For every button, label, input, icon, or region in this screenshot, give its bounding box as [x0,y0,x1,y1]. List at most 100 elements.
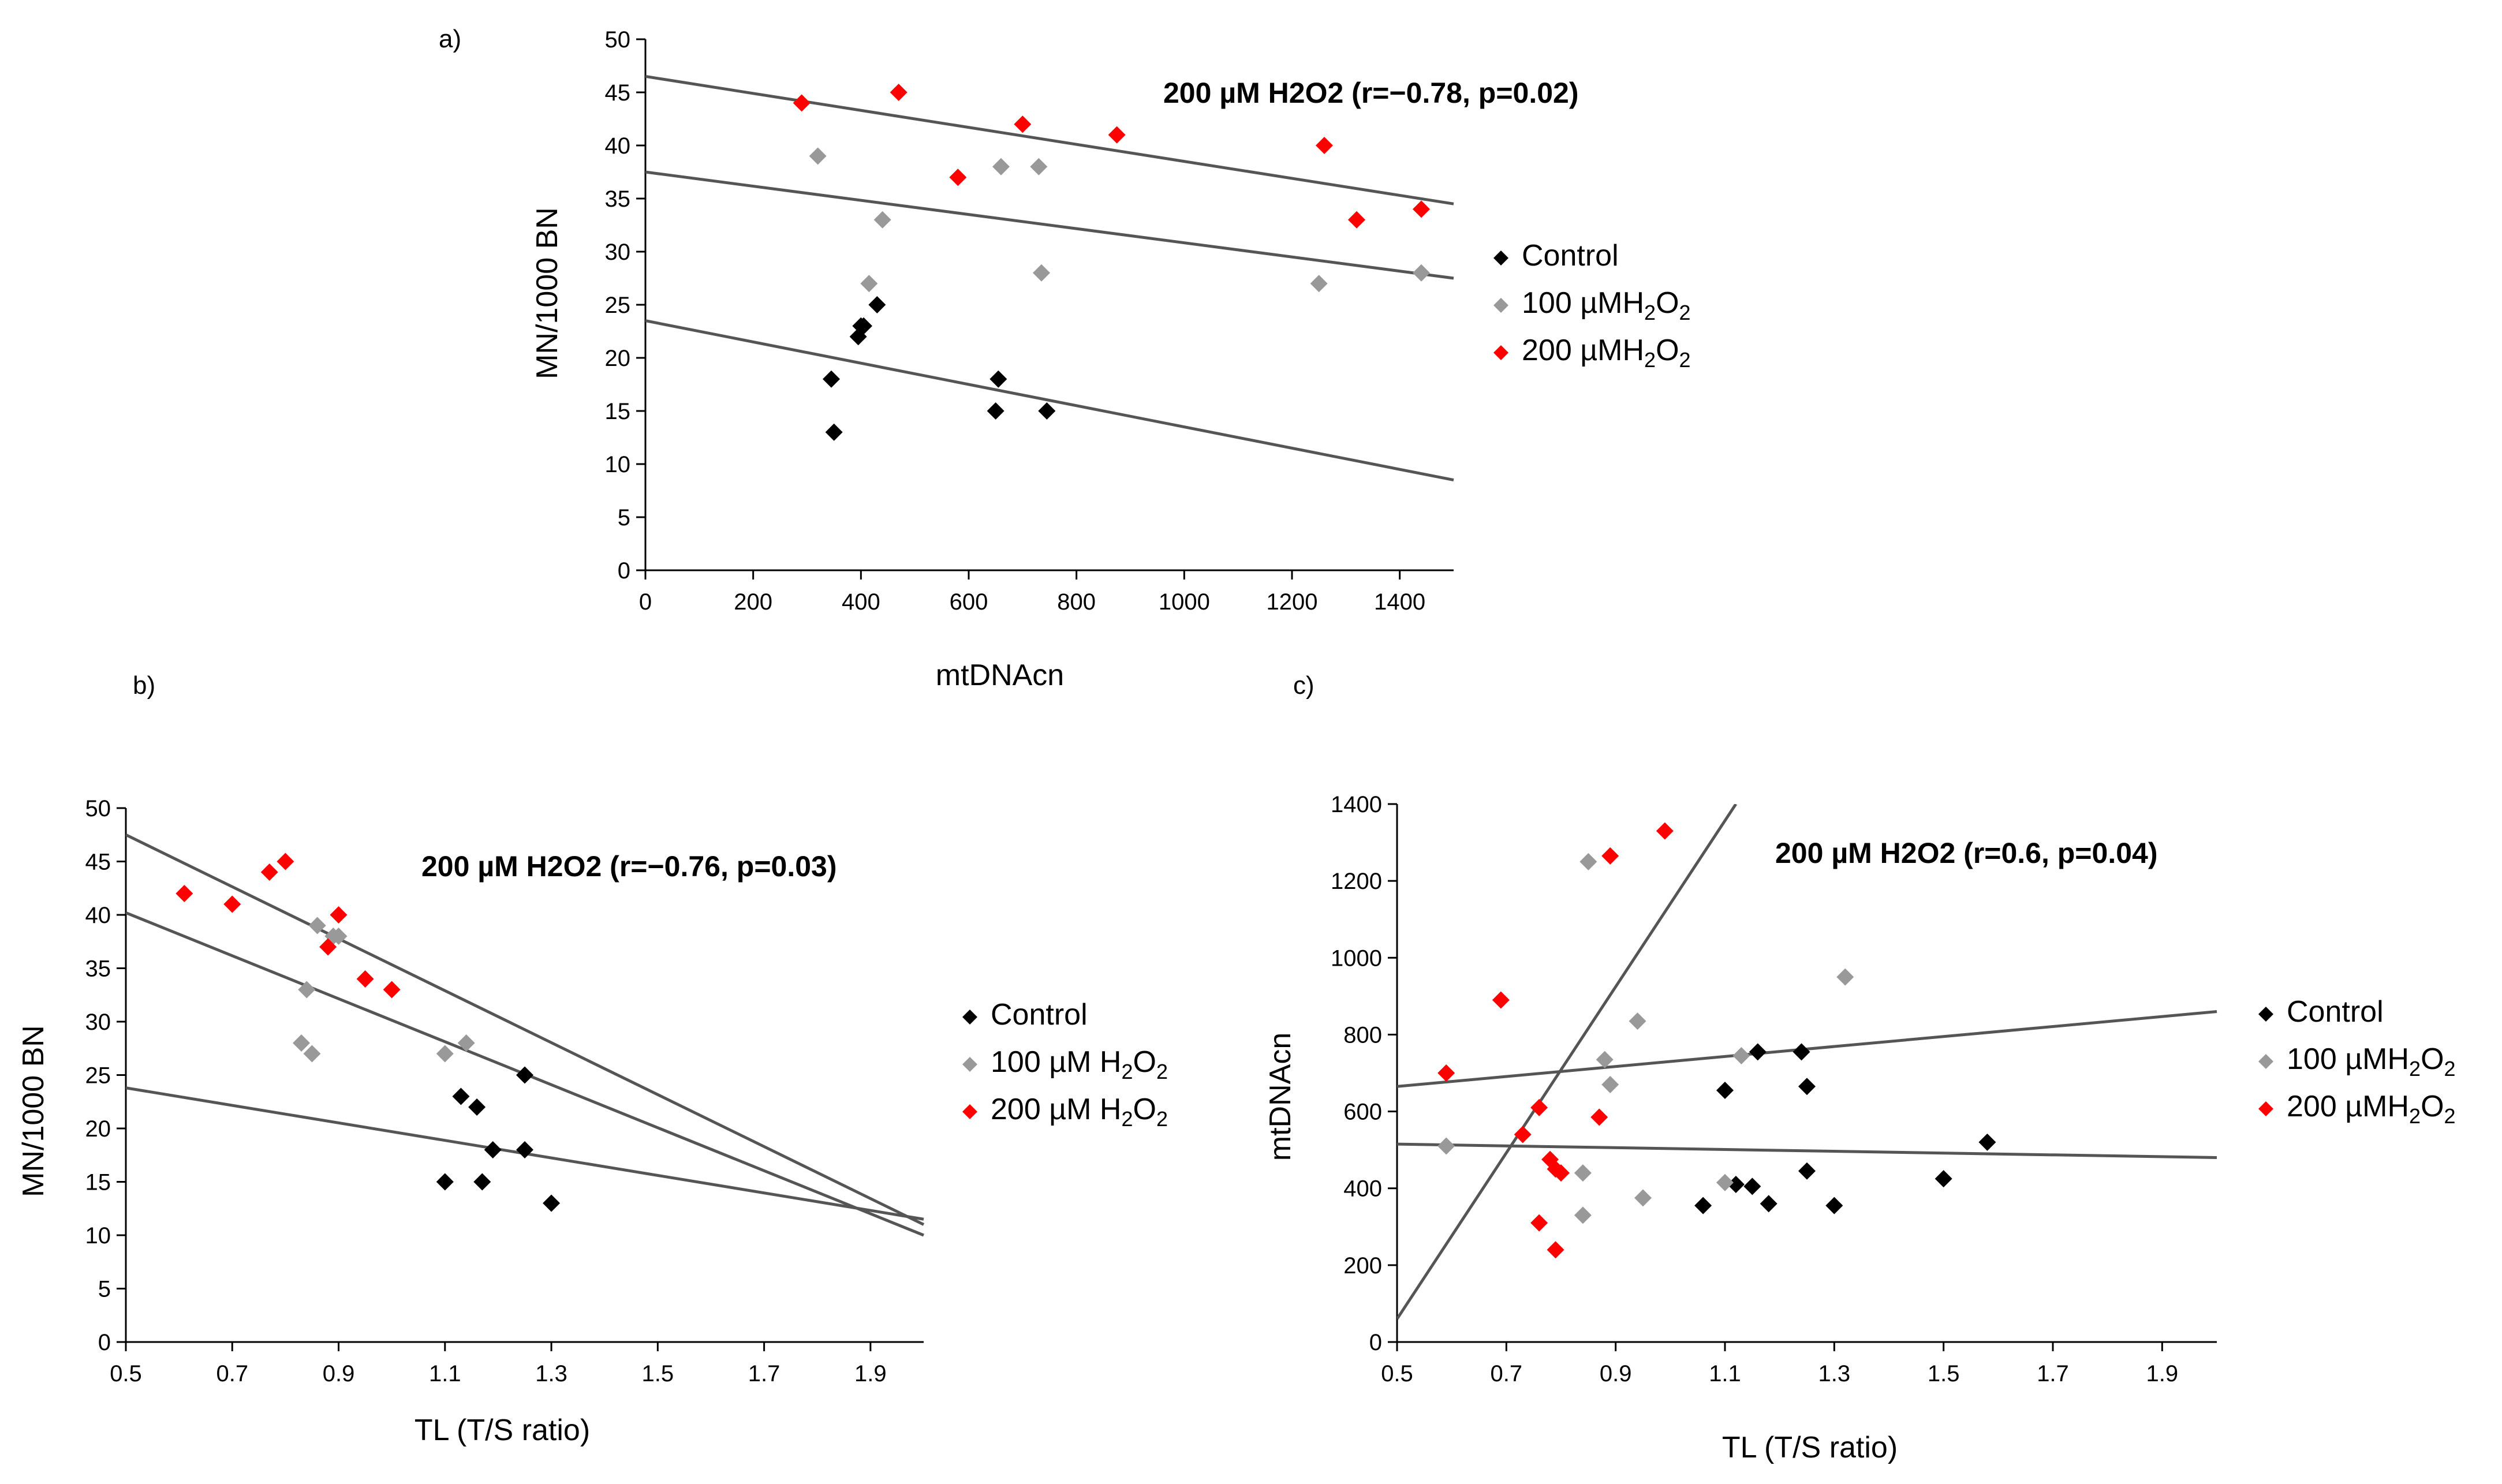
annotation-a: 200 µM H2O2 (r=−0.78, p=0.02) [1163,77,1578,109]
x-tick-label: 1.1 [1709,1361,1741,1386]
data-point-a-s2 [1316,137,1333,154]
data-point-b-s2 [383,981,401,999]
legend-label: 100 µMH2O2 [1522,286,1691,324]
data-point-c-s0 [1793,1043,1810,1061]
x-tick-label: 1.9 [2146,1361,2179,1386]
x-tick-label: 800 [1057,589,1096,615]
y-tick-label: 40 [85,903,111,928]
data-point-c-s2 [1656,822,1674,840]
y-tick-label: 30 [85,1010,111,1035]
data-point-a-s2 [949,169,967,186]
panel-b: b) 200 µM H2O2 (r=−0.76, p=0.03) TL (T/S… [17,671,1168,1447]
data-point-a-s1 [860,275,878,293]
trend-line-control-a [645,319,1454,482]
x-tick-label: 1.7 [748,1361,781,1386]
data-point-c-s0 [1727,1176,1745,1194]
data-point-b-s1 [330,928,348,945]
trend-line-200-m-h-b [126,833,925,1226]
data-point-a-s0 [1038,402,1056,420]
x-tick-label: 1400 [1374,589,1425,615]
x-tick-label: 200 [734,589,772,615]
x-tick-label: 0.7 [216,1361,248,1386]
data-point-b-s0 [436,1173,454,1191]
data-point-c-s2 [1492,991,1510,1009]
data-point-b-s0 [468,1098,486,1116]
data-point-c-s1 [1836,968,1854,986]
data-point-c-s2 [1530,1098,1548,1116]
data-point-c-s1 [1579,853,1597,870]
y-axis-title-b: MN/1000 BN [17,1025,50,1197]
x-tick-label: 0.9 [323,1361,355,1386]
data-point-c-s0 [1825,1197,1843,1214]
x-tick-label: 1.3 [1818,1361,1851,1386]
data-point-b-s2 [356,970,374,988]
x-tick-label: 1200 [1267,589,1318,615]
data-point-b-s2 [175,885,193,902]
panel-label-a: a) [439,25,461,53]
y-tick-label: 400 [1343,1176,1382,1202]
data-point-c-s0 [1935,1170,1952,1188]
data-point-b-s0 [473,1173,491,1191]
legend-marker [1493,298,1508,313]
data-point-a-s0 [989,370,1007,388]
y-tick-label: 40 [605,133,631,159]
x-tick-label: 1.9 [854,1361,887,1386]
x-tick-label: 1.7 [2037,1361,2069,1386]
data-point-a-s1 [873,211,891,229]
legend-marker [2258,1054,2273,1069]
data-point-a-s0 [825,423,843,441]
data-point-b-s2 [277,853,294,870]
panel-label-b: b) [133,671,155,700]
y-tick-label: 0 [98,1330,111,1355]
data-point-c-s2 [1601,847,1619,865]
data-point-c-s1 [1596,1051,1614,1068]
y-tick-label: 15 [605,399,631,424]
trend-line-200-mh-c [1397,804,1738,1320]
data-point-c-s0 [1749,1043,1767,1061]
y-tick-label: 25 [605,293,631,318]
data-point-b-s0 [516,1141,533,1158]
legend-marker [1493,251,1508,266]
data-point-c-s1 [1629,1012,1646,1030]
data-point-c-s2 [1437,1064,1455,1082]
x-tick-label: 0.5 [110,1361,142,1386]
legend-marker [962,1057,977,1072]
data-point-c-s2 [1590,1108,1608,1126]
x-tick-label: 1.3 [535,1361,567,1386]
legend-label: Control [991,998,1088,1031]
trend-line-200-mh-a [645,74,1454,205]
y-tick-label: 600 [1343,1100,1382,1125]
y-tick-label: 5 [98,1277,111,1302]
data-point-c-s1 [1732,1047,1750,1065]
data-point-c-s0 [1760,1195,1777,1213]
data-point-b-s0 [484,1141,502,1158]
x-axis-title-a: mtDNAcn [936,659,1064,692]
x-tick-label: 600 [950,589,988,615]
y-tick-label: 15 [85,1170,111,1195]
data-point-a-s1 [1413,264,1430,282]
data-point-c-s1 [1437,1137,1455,1155]
y-tick-label: 20 [605,346,631,371]
data-point-b-s2 [330,906,348,924]
data-point-a-s0 [868,296,886,313]
y-tick-label: 0 [618,558,630,584]
trend-line-100-mh-a [645,170,1454,280]
legend-label: 200 µMH2O2 [2287,1090,2456,1128]
y-axis-title-a: MN/1000 BN [531,207,564,379]
data-point-b-s0 [543,1194,561,1212]
y-tick-label: 35 [605,186,631,212]
y-tick-label: 25 [85,1063,111,1089]
y-tick-label: 45 [85,850,111,875]
data-point-a-s1 [1310,275,1328,293]
x-tick-label: 1.5 [1928,1361,1960,1386]
data-point-c-s2 [1547,1241,1564,1259]
data-point-a-s2 [793,94,811,112]
data-point-a-s0 [855,317,872,335]
data-point-a-s2 [1413,200,1430,218]
legend-label: Control [1522,239,1619,272]
y-tick-label: 1000 [1331,945,1382,971]
legend-label: 100 µM H2O2 [991,1045,1168,1083]
x-tick-label: 400 [842,589,880,615]
x-tick-label: 1000 [1159,589,1210,615]
